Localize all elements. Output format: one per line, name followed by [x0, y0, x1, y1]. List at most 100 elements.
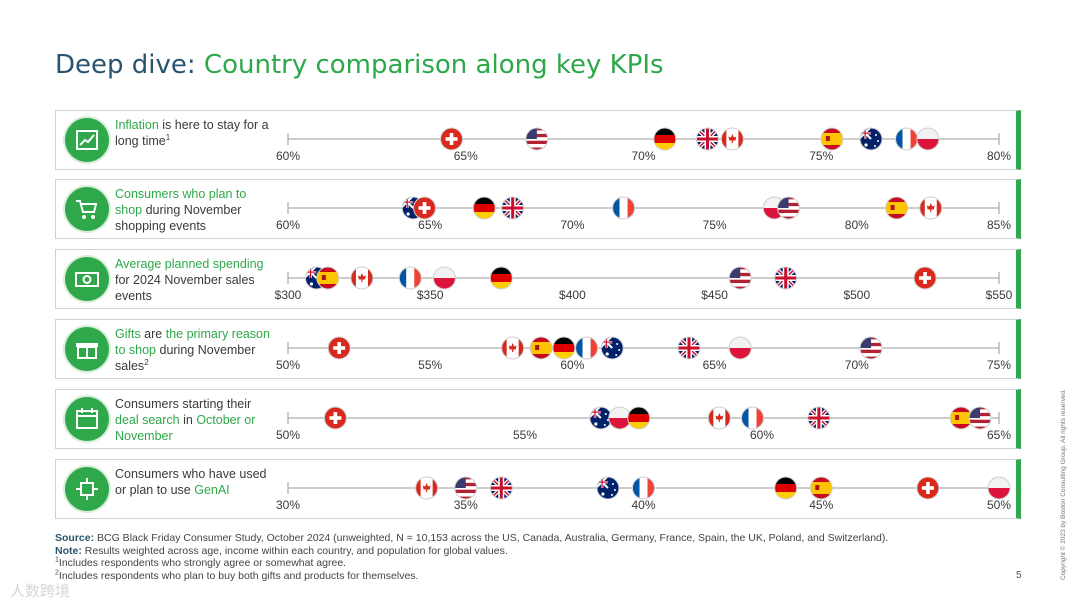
kpi-chart-deal-search: 50% 55% 60% 65%	[276, 406, 1011, 442]
flag-canada	[501, 336, 525, 360]
kpi-label-inflation: Inflation is here to stay for a long tim…	[115, 117, 275, 149]
flag-switzerland	[413, 196, 437, 220]
title-prefix: Deep dive:	[55, 50, 196, 80]
flag-poland	[432, 266, 456, 290]
flag-us	[525, 127, 549, 151]
tick-label: $550	[986, 288, 1013, 302]
tick-label: 40%	[631, 498, 655, 512]
kpi-panel-deal-search: Consumers starting their deal search in …	[55, 389, 1021, 449]
money-icon	[65, 257, 109, 301]
tick-label: 45%	[809, 498, 833, 512]
flag-spain	[949, 406, 973, 430]
gift-icon	[65, 327, 109, 371]
flag-germany	[627, 406, 651, 430]
kpi-chart-genai: 30% 35% 40% 45% 50%	[276, 476, 1011, 512]
kpi-label-part: the primary reason to shop	[115, 327, 270, 357]
title-main: Country comparison along key KPIs	[203, 50, 664, 80]
flag-poland	[728, 336, 752, 360]
flag-canada	[350, 266, 374, 290]
flag-us	[968, 406, 992, 430]
tick-label: 80%	[845, 218, 869, 232]
ai-chip-icon	[65, 467, 109, 511]
flag-australia	[600, 336, 624, 360]
kpi-label-footnote-mark: 2	[144, 357, 149, 367]
flag-poland	[916, 127, 940, 151]
tick-label: 60%	[276, 149, 300, 163]
flag-germany	[653, 127, 677, 151]
note-label: Note:	[55, 544, 82, 557]
tick-label: $350	[417, 288, 444, 302]
flag-switzerland	[440, 127, 464, 151]
kpi-label-genai: Consumers who have used or plan to use G…	[115, 466, 275, 498]
tick-label: 65%	[987, 428, 1011, 442]
tick-label: 85%	[987, 218, 1011, 232]
tick-label: $300	[275, 288, 302, 302]
calendar-icon	[65, 397, 109, 441]
tick-label: 35%	[454, 498, 478, 512]
tick-label: 60%	[560, 358, 584, 372]
flag-poland	[987, 476, 1011, 500]
kpi-label-planned-spending: Average planned spending for 2024 Novemb…	[115, 256, 275, 304]
flag-france	[612, 196, 636, 220]
footnote-1-mark: 1	[55, 556, 59, 564]
kpi-label-part: in	[179, 413, 197, 427]
tick-label: 65%	[703, 358, 727, 372]
flag-us	[859, 336, 883, 360]
kpi-label-part: during November shopping events	[115, 203, 242, 233]
flag-us	[728, 266, 752, 290]
chart-up-icon	[65, 118, 109, 162]
footnotes: Source: BCG Black Friday Consumer Study,…	[55, 532, 1015, 582]
kpi-label-part: Consumers who have used or plan to use	[115, 467, 267, 497]
flag-uk	[774, 266, 798, 290]
kpi-panel-planned-spending: Average planned spending for 2024 Novemb…	[55, 249, 1021, 309]
kpi-label-part: Gifts	[115, 327, 141, 341]
flag-us	[454, 476, 478, 500]
flag-france	[895, 127, 919, 151]
kpi-chart-november-events: 60% 65% 70% 75% 80% 85%	[276, 196, 1011, 232]
flag-australia	[589, 406, 613, 430]
kpi-label-part: October or November	[115, 413, 256, 443]
tick-label: 70%	[560, 218, 584, 232]
flag-uk	[489, 476, 513, 500]
tick-label: 50%	[276, 428, 300, 442]
kpi-chart-inflation: 60% 65% 70% 75% 80%	[276, 127, 1011, 163]
kpi-label-part: GenAI	[194, 483, 230, 497]
tick-label: 65%	[454, 149, 478, 163]
flag-france	[632, 476, 655, 500]
tick-label: 50%	[987, 498, 1011, 512]
flag-uk	[677, 336, 701, 360]
page-number: 5	[1016, 570, 1022, 581]
kpi-label-part: Consumers who plan to shop	[115, 187, 247, 217]
source-label: Source:	[55, 532, 95, 544]
flag-spain	[820, 127, 844, 151]
flag-switzerland	[916, 476, 940, 500]
kpi-label-part: are	[140, 327, 166, 341]
tick-label: 55%	[418, 358, 442, 372]
kpi-chart-planned-spending: $300 $350 $400 $450 $500 $550	[275, 266, 1013, 302]
flag-germany	[489, 266, 513, 290]
tick-label: 80%	[987, 149, 1011, 163]
flag-france	[741, 406, 765, 430]
kpi-label-part: Average planned spending	[115, 257, 264, 271]
flag-australia	[859, 127, 883, 151]
tick-label: 75%	[809, 149, 833, 163]
footnote-2: Includes respondents who plan to buy bot…	[58, 569, 419, 582]
note-text: Results weighted across age, income with…	[84, 544, 508, 557]
flag-australia	[596, 476, 620, 500]
tick-label: 75%	[703, 218, 727, 232]
kpi-chart-primary-reason: 50% 55% 60% 65% 70% 75%	[276, 336, 1011, 372]
flag-spain	[529, 336, 553, 360]
kpi-label-footnote-mark: 1	[165, 132, 171, 142]
tick-label: 70%	[631, 149, 655, 163]
page-title: Deep dive: Country comparison along key …	[55, 50, 664, 80]
shopping-cart-icon	[65, 187, 109, 231]
tick-label: 30%	[276, 498, 300, 512]
source-text: BCG Black Friday Consumer Study, October…	[97, 532, 889, 544]
flag-germany	[774, 476, 798, 500]
kpi-label-part: for 2024 November sales events	[115, 273, 255, 303]
flag-switzerland	[327, 336, 351, 360]
tick-label: 70%	[845, 358, 869, 372]
flag-uk	[807, 406, 831, 430]
flag-spain	[316, 266, 340, 290]
flag-spain	[809, 476, 833, 500]
